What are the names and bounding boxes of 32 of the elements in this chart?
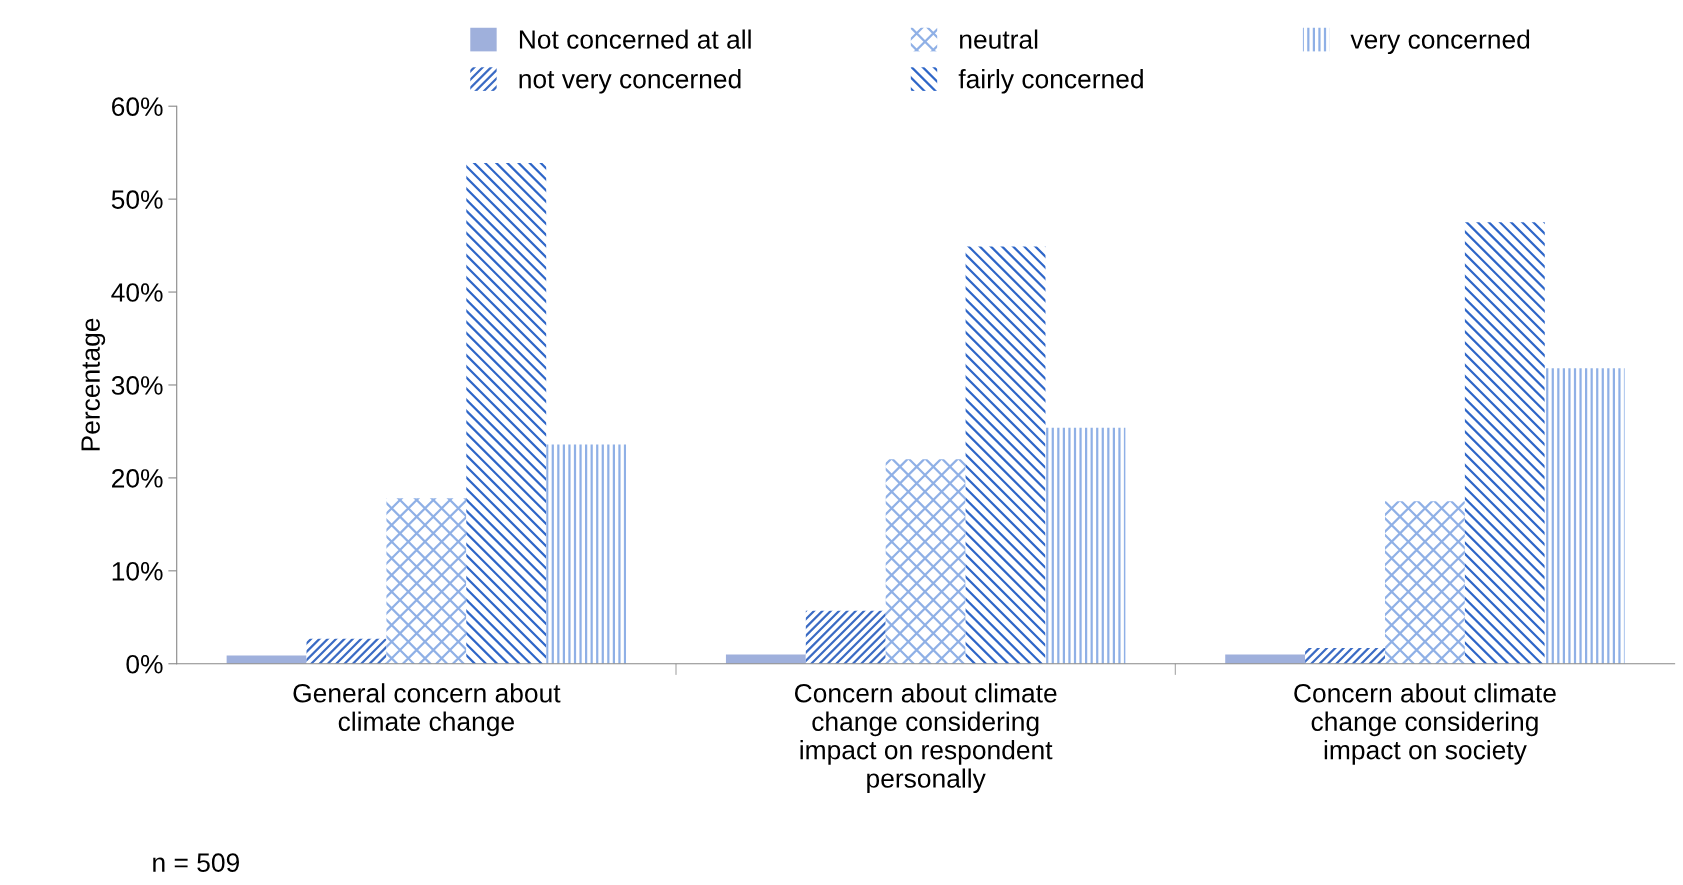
- bar: [885, 459, 966, 664]
- bar: [546, 444, 627, 664]
- bar: [1225, 654, 1306, 664]
- y-tick-label: 50%: [111, 190, 163, 209]
- y-tick-label: 10%: [112, 561, 163, 581]
- legend-label: very concerned: [1350, 29, 1530, 55]
- bar: [1464, 222, 1545, 664]
- legend-label: neutral: [960, 29, 1038, 49]
- bar: [306, 638, 387, 664]
- legend-label: fairly concerned: [958, 69, 1143, 94]
- y-tick-label: 20%: [112, 469, 163, 488]
- x-tick-label: Concern about climate change considering impact on society: [1294, 683, 1556, 765]
- bar: [1045, 427, 1126, 664]
- y-tick-label: 0%: [126, 654, 163, 674]
- bar: [965, 246, 1046, 664]
- bar: [1544, 368, 1625, 664]
- y-tick-label: 30%: [111, 376, 163, 395]
- bar: [386, 498, 467, 664]
- bar: [226, 655, 307, 664]
- bar: [805, 610, 886, 664]
- y-axis-title: Percentage: [81, 318, 106, 451]
- x-tick-label: Concern about climate change considering impact on respondent personally: [794, 683, 1057, 794]
- bar: [725, 654, 806, 664]
- legend-label: not very concerned: [519, 69, 741, 94]
- text: n = 509: [153, 853, 239, 872]
- legend-label: Not concerned at all: [519, 29, 751, 49]
- y-tick-label: 40%: [111, 283, 163, 302]
- bar: [1305, 647, 1385, 664]
- x-tick-label: General concern about climate change: [293, 683, 561, 737]
- bar: [1385, 501, 1465, 664]
- bar: [466, 162, 547, 664]
- y-tick-label: 60%: [112, 97, 163, 117]
